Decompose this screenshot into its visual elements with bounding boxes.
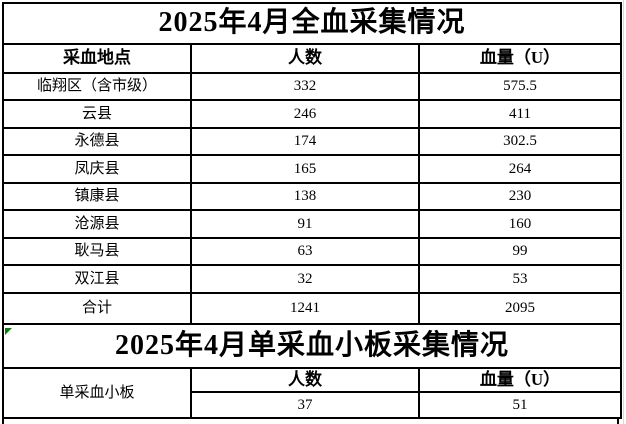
total-label-cell[interactable]: 合计 (2, 292, 192, 325)
location-cell[interactable]: 耿马县 (2, 237, 192, 266)
platelet-header-volume[interactable]: 血量（U） (417, 367, 623, 393)
location-cell[interactable]: 沧源县 (2, 209, 192, 239)
location-cell[interactable]: 永德县 (2, 127, 192, 156)
people-cell[interactable]: 165 (190, 154, 420, 184)
people-cell[interactable]: 32 (190, 264, 420, 294)
location-cell[interactable]: 云县 (2, 99, 192, 129)
table-row: 凤庆县 165 264 (2, 154, 623, 184)
people-cell[interactable]: 174 (190, 127, 420, 156)
table-row: 37 51 (3, 391, 623, 419)
table-row: 双江县 32 53 (2, 264, 623, 294)
total-volume-cell[interactable]: 2095 (417, 292, 623, 325)
volume-cell[interactable]: 230 (417, 182, 623, 211)
header-people[interactable]: 人数 (190, 43, 420, 74)
platelet-header-people[interactable]: 人数 (190, 367, 420, 393)
volume-cell[interactable]: 411 (417, 99, 623, 129)
platelet-people-cell[interactable]: 37 (190, 391, 420, 419)
people-cell[interactable]: 246 (190, 99, 420, 129)
people-cell[interactable]: 91 (190, 209, 420, 239)
header-volume[interactable]: 血量（U） (417, 43, 623, 74)
location-cell[interactable]: 镇康县 (2, 182, 192, 211)
volume-cell[interactable]: 99 (417, 237, 623, 266)
people-cell[interactable]: 332 (190, 72, 420, 101)
header-location[interactable]: 采血地点 (2, 43, 192, 74)
platelet-label-cell[interactable]: 单采血小板 (2, 367, 192, 419)
table-row: 2025年4月单采血小板采集情况 (1, 323, 623, 369)
people-cell[interactable]: 138 (190, 182, 420, 211)
volume-cell[interactable]: 53 (417, 264, 623, 294)
platelet-volume-cell[interactable]: 51 (417, 391, 623, 419)
blood-collection-table: 2025年4月全血采集情况 采血地点 人数 血量（U） 临翔区（含市级） 332… (1, 2, 623, 419)
whole-blood-title[interactable]: 2025年4月全血采集情况 (1, 2, 623, 45)
location-cell[interactable]: 凤庆县 (2, 154, 192, 184)
platelet-title[interactable]: 2025年4月单采血小板采集情况 (1, 323, 623, 369)
location-cell[interactable]: 双江县 (2, 264, 192, 294)
volume-cell[interactable]: 160 (417, 209, 623, 239)
volume-cell[interactable]: 302.5 (417, 127, 623, 156)
table-row: 永德县 174 302.5 (2, 127, 623, 156)
sheet-gridline (623, 0, 624, 424)
location-cell[interactable]: 临翔区（含市级） (2, 72, 192, 101)
table-row: 沧源县 91 160 (2, 209, 623, 239)
cell-error-indicator-icon (5, 328, 12, 335)
total-people-cell[interactable]: 1241 (190, 292, 420, 325)
table-row-total: 合计 1241 2095 (2, 292, 623, 325)
table-row: 2025年4月全血采集情况 (1, 2, 623, 45)
volume-cell[interactable]: 575.5 (417, 72, 623, 101)
table-row: 耿马县 63 99 (2, 237, 623, 266)
volume-cell[interactable]: 264 (417, 154, 623, 184)
table-row: 单采血小板 人数 血量（U） (2, 367, 623, 419)
table-row: 云县 246 411 (2, 99, 623, 129)
people-cell[interactable]: 63 (190, 237, 420, 266)
table-row: 采血地点 人数 血量（U） (2, 43, 623, 74)
table-row: 镇康县 138 230 (2, 182, 623, 211)
table-row: 临翔区（含市级） 332 575.5 (2, 72, 623, 101)
